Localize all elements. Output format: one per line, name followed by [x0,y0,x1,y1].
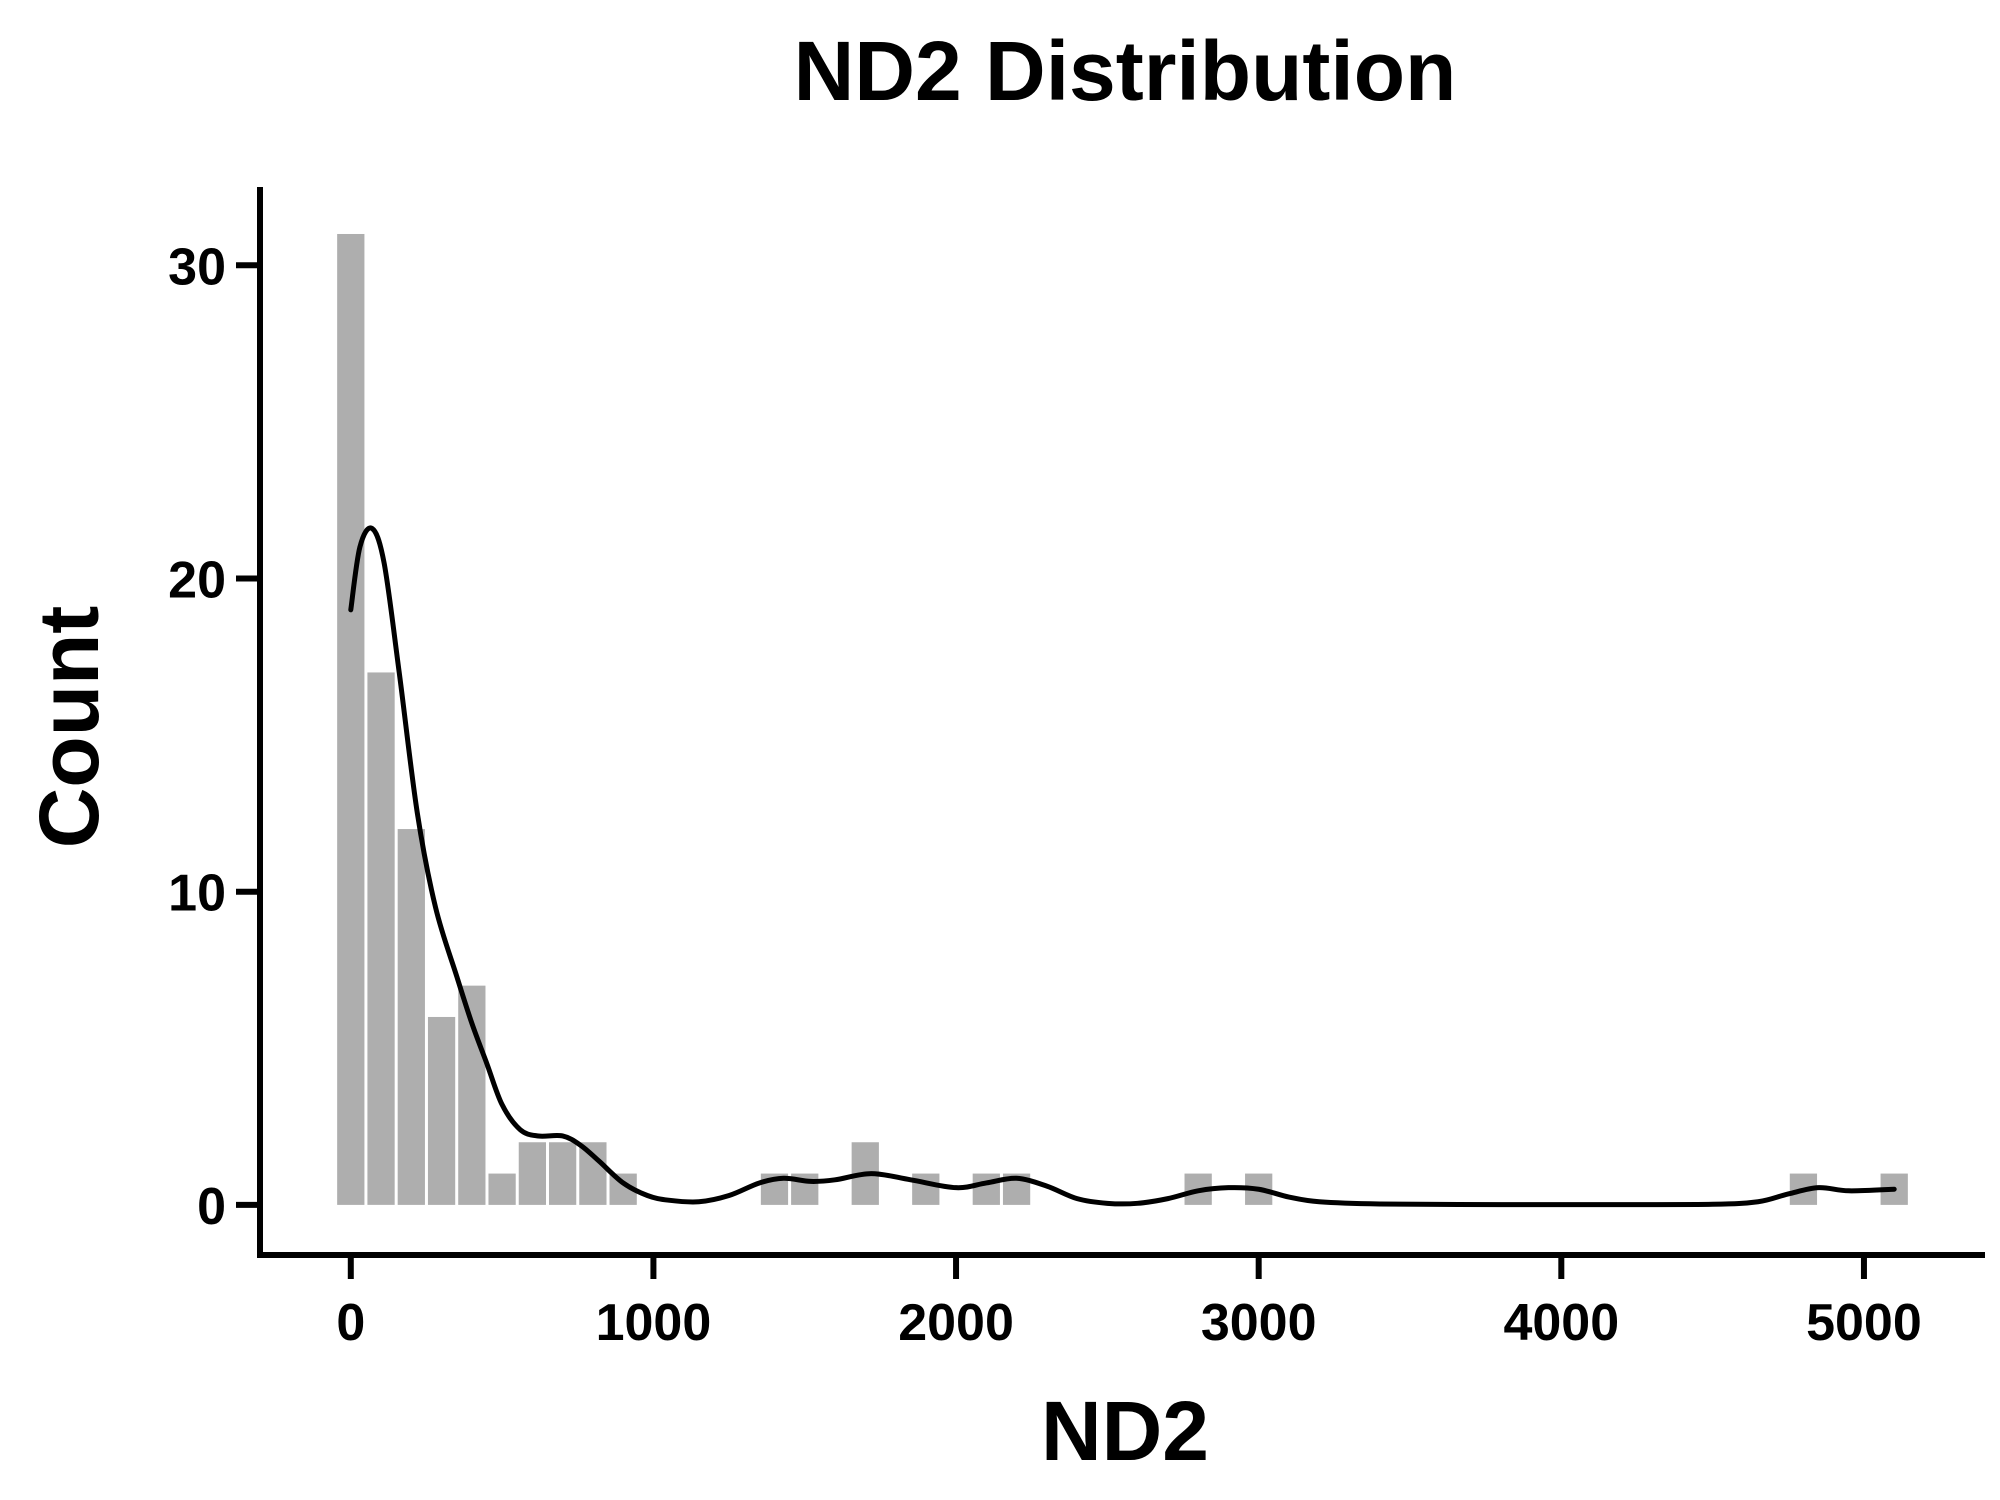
x-tick-label-0: 0 [336,1294,365,1352]
histogram-bars [337,233,1908,1205]
y-tick-label-30: 30 [168,238,226,296]
histogram-bar-6 [518,1142,546,1205]
x-tick-label-3000: 3000 [1201,1294,1317,1352]
density-curve [348,525,1897,1208]
y-tick-label-0: 0 [197,1178,226,1236]
histogram-bar-3 [427,1016,456,1205]
histogram-bar-5 [488,1173,516,1205]
x-tick-label-2000: 2000 [898,1294,1014,1352]
x-axis-label: ND2 [1041,1384,1209,1478]
histogram-bar-2 [397,829,425,1205]
x-tick-label-5000: 5000 [1806,1294,1922,1352]
histogram-bar-13 [912,1173,940,1205]
histogram-bar-7 [549,1142,577,1205]
histogram-bar-0 [337,233,365,1205]
x-tick-label-1000: 1000 [596,1294,712,1352]
y-tick-label-10: 10 [168,865,226,923]
histogram-bar-8 [579,1142,607,1205]
y-tick-label-20: 20 [168,552,226,610]
histogram-bar-1 [367,672,395,1205]
chart-title: ND2 Distribution [794,24,1457,118]
y-axis-label: Count [22,606,116,849]
histogram-bar-14 [972,1173,1000,1205]
x-tick-label-4000: 4000 [1503,1294,1619,1352]
y-axis-ticks: 0 10 20 30 [168,238,260,1236]
x-axis-ticks: 0 1000 2000 3000 4000 5000 [336,1255,1922,1352]
